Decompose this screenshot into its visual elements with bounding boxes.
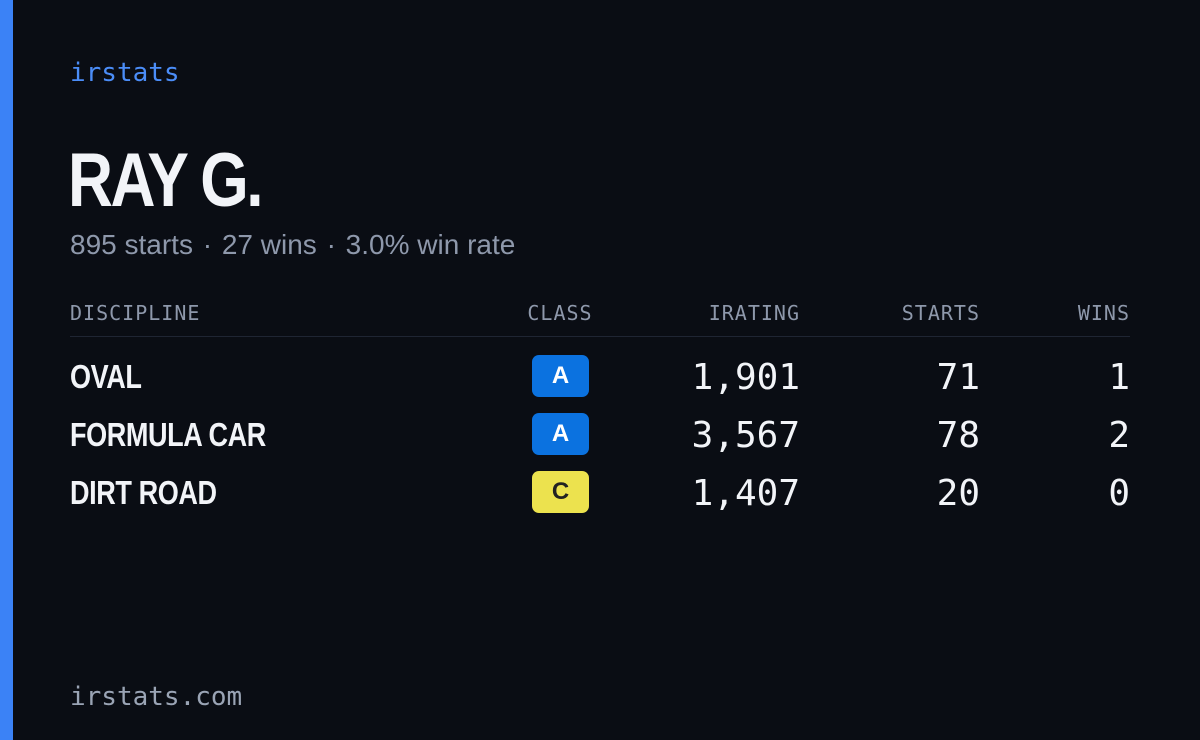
discipline-name: FORMULA CAR xyxy=(70,416,266,453)
class-badge: C xyxy=(532,471,589,513)
wins-summary: 27 wins xyxy=(221,229,317,260)
table-row: DIRT ROAD C 1,407 20 0 xyxy=(70,453,1130,514)
header-class: CLASS xyxy=(527,301,593,325)
starts-value: 78 xyxy=(936,415,980,456)
winrate-summary: 3.0% win rate xyxy=(345,229,516,260)
starts-summary: 895 starts xyxy=(70,229,193,260)
wins-value: 2 xyxy=(1108,415,1130,456)
header-irating: IRATING xyxy=(708,301,800,325)
class-badge: A xyxy=(532,355,589,397)
accent-bar xyxy=(0,0,13,740)
discipline-stats-table: DISCIPLINE CLASS IRATING STARTS WINS OVA… xyxy=(70,296,1130,514)
discipline-name: DIRT ROAD xyxy=(70,474,217,511)
table-row: FORMULA CAR A 3,567 78 2 xyxy=(70,395,1130,456)
irating-value: 1,407 xyxy=(691,473,800,514)
footer-url: irstats.com xyxy=(70,682,243,712)
separator: · xyxy=(202,229,213,260)
wins-value: 0 xyxy=(1108,473,1130,514)
starts-value: 20 xyxy=(936,473,980,514)
player-name: RAY G. xyxy=(68,138,264,223)
table-row: OVAL A 1,901 71 1 xyxy=(70,337,1130,398)
wins-value: 1 xyxy=(1108,357,1130,398)
irating-value: 3,567 xyxy=(691,415,800,456)
class-badge: A xyxy=(532,413,589,455)
separator: · xyxy=(326,229,336,260)
discipline-name: OVAL xyxy=(70,358,142,395)
table-header: DISCIPLINE CLASS IRATING STARTS WINS xyxy=(70,296,1130,337)
irating-value: 1,901 xyxy=(691,357,800,398)
player-summary: 895 starts · 27 wins · 3.0% win rate xyxy=(70,228,515,262)
header-wins: WINS xyxy=(1077,301,1130,325)
header-starts: STARTS xyxy=(901,301,980,325)
header-discipline: DISCIPLINE xyxy=(70,301,201,325)
starts-value: 71 xyxy=(936,357,980,398)
brand-logo-text: irstats xyxy=(70,58,180,88)
